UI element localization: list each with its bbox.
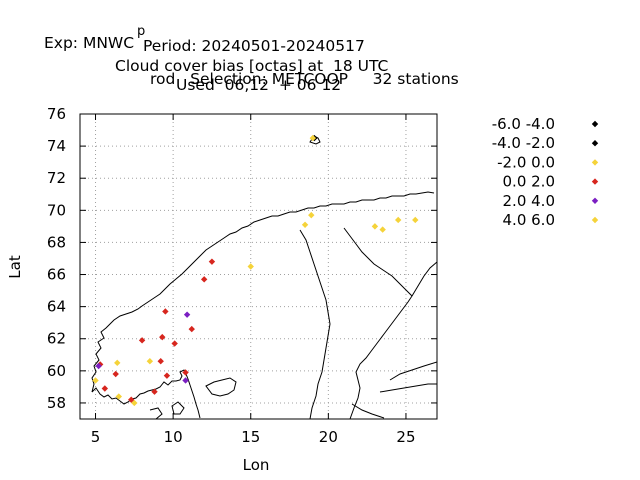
- data-points: [92, 134, 419, 407]
- data-point: [163, 372, 171, 379]
- data-point: [308, 211, 315, 219]
- data-point: [138, 337, 146, 344]
- data-point: [128, 396, 135, 403]
- x-tick-label: 15: [241, 428, 260, 446]
- legend-label: 4.0 6.0: [503, 211, 555, 229]
- data-point: [301, 221, 309, 228]
- y-tick-label: 72: [47, 169, 66, 187]
- y-tick-label: 66: [47, 266, 66, 284]
- y-tick-label: 64: [47, 298, 66, 316]
- data-point: [183, 311, 191, 318]
- title-line-3: Cloud cover bias [octas] at 18 UTC: [115, 57, 389, 75]
- data-point: [371, 223, 379, 230]
- data-point: [114, 359, 121, 367]
- x-tick-label: 20: [319, 428, 338, 446]
- data-point: [92, 377, 99, 384]
- data-point: [95, 362, 102, 370]
- data-point: [157, 358, 164, 365]
- data-point: [309, 134, 317, 142]
- data-point: [171, 340, 178, 347]
- legend-marker: [591, 197, 599, 204]
- legend: -6.0 -4.0-4.0 -2.0-2.0 0.0 0.0 2.02.0 4.0…: [492, 115, 599, 229]
- data-point: [112, 370, 119, 378]
- title-line-4: Used 06,12 + 06 12: [176, 76, 342, 94]
- legend-label: 2.0 4.0: [503, 192, 555, 210]
- x-tick-label: 10: [164, 428, 183, 446]
- data-point: [247, 263, 254, 270]
- x-axis-label: Lon: [243, 456, 270, 474]
- y-tick-label: 62: [47, 330, 66, 348]
- data-point: [412, 216, 419, 224]
- data-point: [162, 308, 169, 315]
- legend-label: -4.0 -2.0: [492, 134, 555, 152]
- legend-label: -6.0 -4.0: [492, 115, 555, 133]
- plot-frame: [79, 113, 438, 420]
- data-point: [182, 369, 189, 376]
- title-line-1: Exp: MNWC p rod Selection: METCOOP 32 st…: [0, 16, 640, 88]
- data-point: [379, 226, 386, 233]
- x-tick-label: 25: [396, 428, 415, 446]
- y-axis-label: Lat: [6, 255, 24, 279]
- data-point: [115, 393, 123, 400]
- data-point: [159, 333, 166, 341]
- title-line-2: Period: 20240501-20240517: [143, 37, 365, 55]
- y-tick-label: 76: [47, 105, 66, 123]
- legend-label: 0.0 2.0: [503, 173, 555, 191]
- data-point: [394, 216, 402, 224]
- data-point: [188, 325, 195, 333]
- legend-marker: [591, 140, 599, 147]
- title-exp: Exp: MNWC: [44, 34, 135, 52]
- data-point: [151, 388, 158, 395]
- legend-marker: [591, 159, 599, 166]
- y-tick-label: 70: [47, 201, 66, 219]
- data-point: [101, 385, 109, 392]
- y-tick-label: 60: [47, 362, 66, 380]
- title-selection: rod Selection: METCOOP 32 stations: [150, 70, 459, 88]
- y-tick-label: 68: [47, 233, 66, 251]
- data-point: [208, 258, 216, 265]
- axis-ticks: 5 10 15 20 25 58 60 62 64 66 68 70 72 74 76: [47, 105, 437, 446]
- title-exp-subscript: p: [137, 24, 146, 39]
- legend-marker: [591, 216, 599, 224]
- grid-lines: [80, 113, 437, 419]
- data-point: [200, 276, 208, 283]
- data-point: [182, 377, 189, 384]
- coastline-map: [91, 135, 437, 419]
- legend-label: -2.0 0.0: [497, 153, 555, 171]
- legend-marker: [591, 178, 599, 185]
- x-tick-label: 5: [91, 428, 101, 446]
- legend-marker: [591, 120, 599, 128]
- data-point: [146, 358, 154, 365]
- y-tick-label: 58: [47, 394, 66, 412]
- y-tick-label: 74: [47, 137, 66, 155]
